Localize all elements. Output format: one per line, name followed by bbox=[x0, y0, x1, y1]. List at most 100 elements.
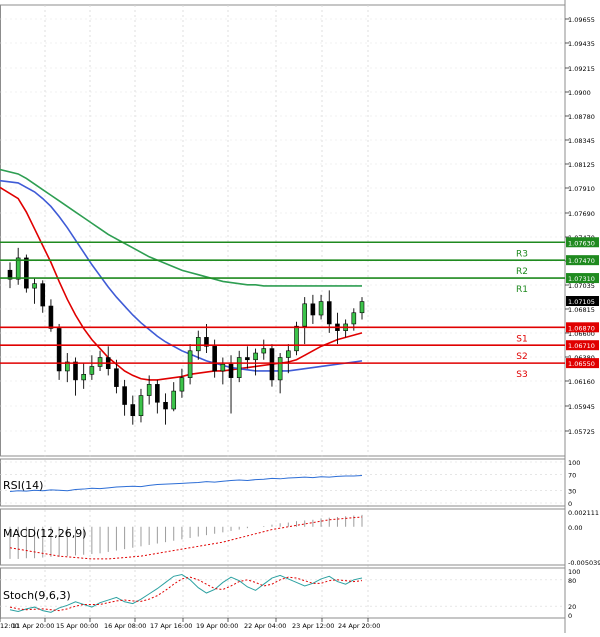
rsi-axis-label: 0 bbox=[568, 500, 572, 508]
candle bbox=[277, 353, 283, 394]
time-axis-label: 11 Apr 20:00 bbox=[12, 622, 54, 630]
price-tick-label: 1.05725 bbox=[568, 428, 595, 436]
level-price-label: 1.07310 bbox=[568, 275, 595, 283]
price-tick-label: 1.06160 bbox=[568, 378, 595, 386]
price-tick-label: 1.06380 bbox=[568, 354, 595, 362]
moving-average-line bbox=[0, 186, 363, 381]
stoch-panel-title: Stoch(9,6,3) bbox=[3, 589, 71, 602]
candle-body bbox=[65, 361, 70, 372]
level-price-label: 1.07630 bbox=[568, 239, 595, 247]
candle-body bbox=[310, 303, 316, 316]
candle bbox=[245, 346, 250, 369]
candle bbox=[65, 353, 70, 383]
candle-body bbox=[24, 257, 29, 289]
price-tick-label: 1.06600 bbox=[568, 330, 595, 338]
level-label-s3: S3 bbox=[516, 370, 527, 380]
time-axis-label: 24 Apr 20:00 bbox=[338, 622, 380, 630]
candle-body bbox=[302, 303, 307, 327]
candle-body bbox=[130, 404, 136, 417]
candle-body bbox=[97, 357, 103, 367]
candle-body bbox=[269, 348, 275, 381]
price-tick-label: 1.06815 bbox=[568, 306, 595, 314]
candle-body bbox=[73, 361, 78, 381]
price-tick-label: 1.07910 bbox=[568, 185, 595, 193]
macd-signal-line bbox=[9, 516, 363, 560]
candle bbox=[7, 262, 13, 289]
level-price-label: 1.06710 bbox=[568, 342, 595, 350]
candle bbox=[318, 294, 324, 320]
candle bbox=[187, 344, 193, 385]
candle-body bbox=[114, 368, 119, 387]
candle-body bbox=[163, 401, 168, 410]
candle-body bbox=[261, 348, 267, 354]
candle bbox=[179, 368, 185, 398]
rsi-panel-frame bbox=[0, 458, 566, 507]
main-panel-frame bbox=[0, 4, 566, 457]
candle bbox=[269, 344, 275, 387]
candle-body bbox=[212, 346, 217, 372]
rsi-axis-label: 30 bbox=[568, 488, 576, 496]
price-tick-label: 1.07690 bbox=[568, 210, 595, 218]
candle bbox=[326, 290, 332, 333]
candle bbox=[343, 319, 348, 338]
time-axis-label: 22 Apr 04:00 bbox=[244, 622, 286, 630]
candle-body bbox=[56, 328, 62, 372]
time-axis-label: 19 Apr 00:00 bbox=[196, 622, 238, 630]
candle-body bbox=[326, 301, 332, 325]
stoch-axis-label: 100 bbox=[568, 568, 580, 576]
level-label-r2: R2 bbox=[516, 267, 528, 277]
current-price-tag bbox=[566, 296, 599, 307]
candle bbox=[138, 388, 144, 423]
candle bbox=[146, 375, 152, 405]
time-axis-label: 16 Apr 08:00 bbox=[104, 622, 146, 630]
level-label-r1: R1 bbox=[516, 285, 528, 295]
candle bbox=[40, 280, 46, 313]
candle bbox=[32, 278, 37, 304]
moving-average-line bbox=[0, 168, 362, 287]
candle bbox=[48, 299, 54, 332]
level-price-tag bbox=[566, 237, 599, 248]
macd-axis-label: 0.002111 bbox=[568, 509, 599, 517]
stoch-panel-frame bbox=[0, 567, 566, 619]
candle bbox=[122, 379, 127, 416]
stoch-main-line bbox=[9, 573, 363, 613]
macd-axis-label: -0.005039 bbox=[568, 559, 600, 567]
level-price-tag bbox=[566, 273, 599, 284]
candle-body bbox=[155, 384, 160, 403]
candle-body bbox=[359, 301, 365, 314]
candle-body bbox=[195, 337, 201, 352]
candle-body bbox=[204, 337, 209, 347]
level-price-tag bbox=[566, 255, 599, 266]
candle-body bbox=[122, 386, 127, 405]
level-label-s1: S1 bbox=[516, 334, 527, 344]
rsi-axis-label: 70 bbox=[568, 471, 576, 479]
candle-body bbox=[146, 384, 152, 396]
price-tick-label: 1.08125 bbox=[568, 161, 595, 169]
stoch-signal-line bbox=[9, 576, 363, 612]
macd-panel-title: MACD(12,26,9) bbox=[3, 527, 87, 540]
candle bbox=[310, 294, 316, 324]
price-tick-label: 1.05945 bbox=[568, 403, 595, 411]
moving-average-line bbox=[0, 179, 363, 372]
stoch-axis-label: 20 bbox=[568, 603, 576, 611]
level-price-tag bbox=[566, 340, 599, 351]
time-axis-label: 17 Apr 16:00 bbox=[150, 622, 192, 630]
candle-body bbox=[171, 390, 177, 410]
candle-body bbox=[318, 301, 324, 316]
candle-body bbox=[277, 357, 283, 381]
candle bbox=[114, 359, 119, 394]
price-tick-label: 1.09215 bbox=[568, 65, 595, 73]
level-label-s2: S2 bbox=[516, 352, 527, 362]
candle-body bbox=[15, 257, 21, 280]
candle bbox=[89, 355, 95, 380]
candle bbox=[220, 357, 226, 385]
macd-panel-frame bbox=[0, 508, 566, 566]
candle-body bbox=[32, 283, 37, 289]
candle-body bbox=[236, 357, 242, 378]
candle bbox=[286, 344, 291, 374]
candle bbox=[359, 297, 365, 320]
time-axis-label: 12:00 bbox=[0, 622, 19, 630]
candle-body bbox=[138, 395, 144, 417]
